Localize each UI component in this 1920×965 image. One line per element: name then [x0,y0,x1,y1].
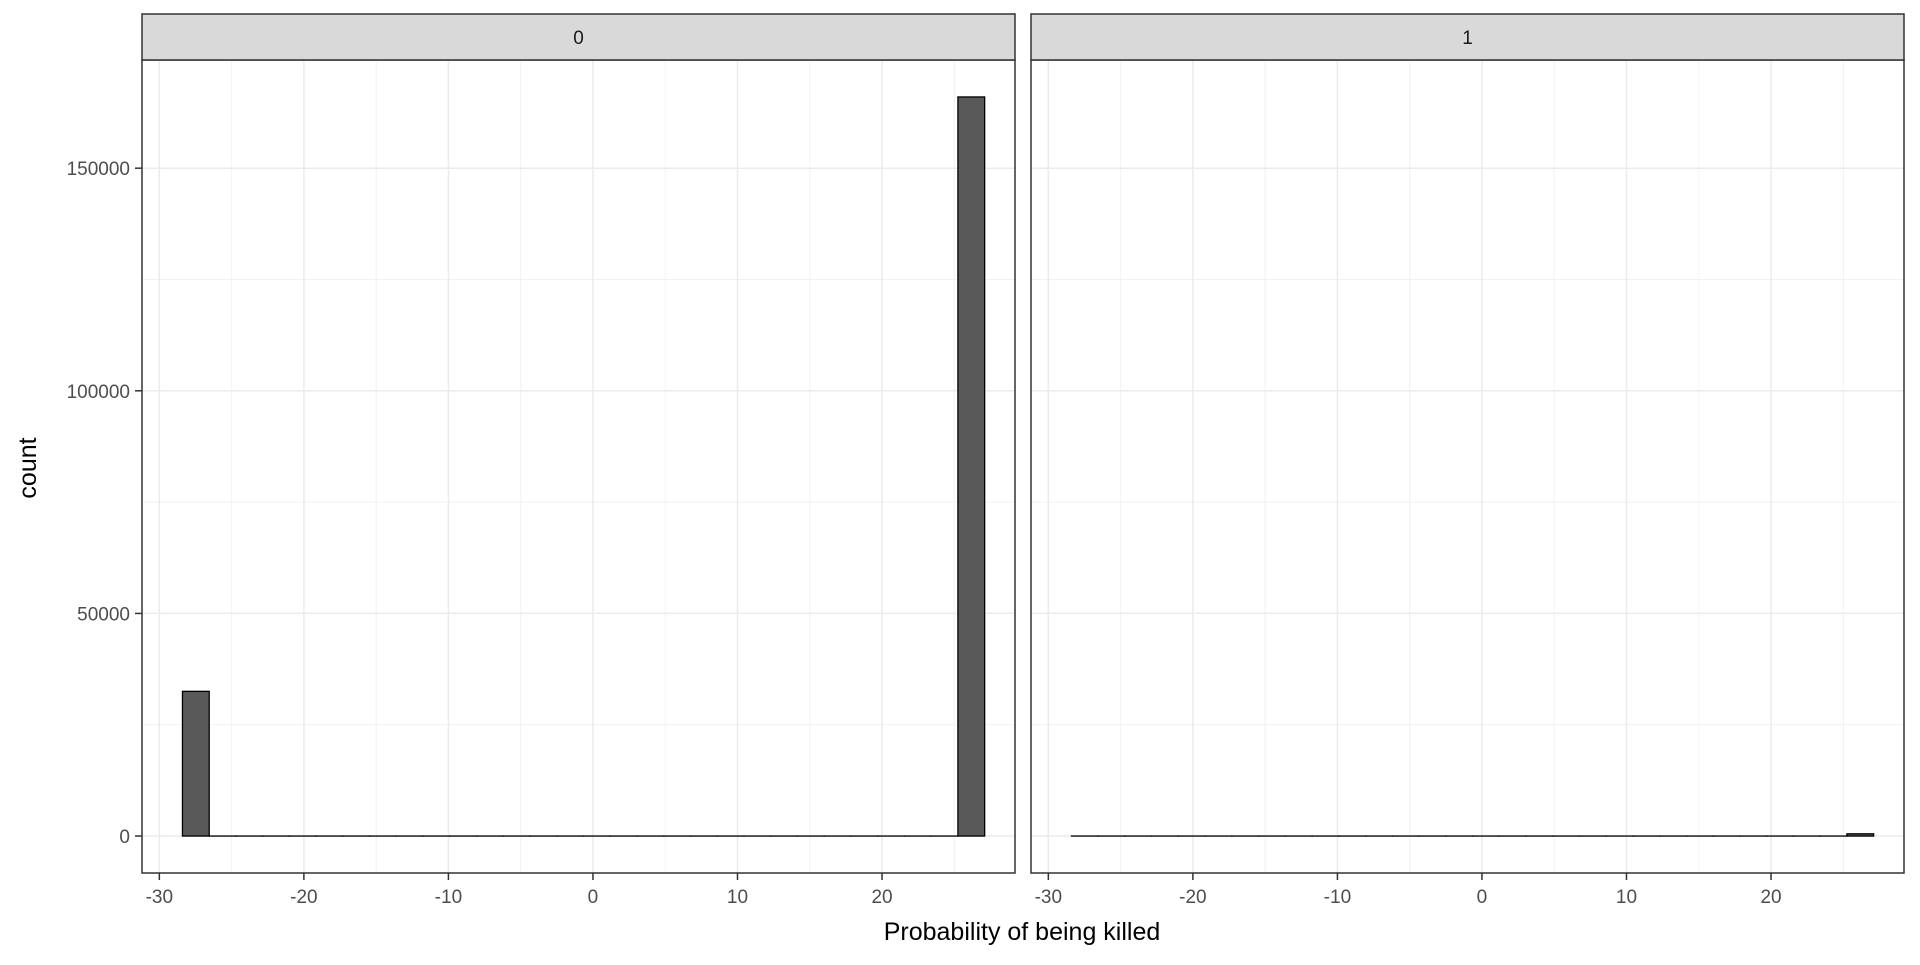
x-axis-title: Probability of being killed [884,918,1161,946]
y-tick-label: 0 [119,827,130,848]
x-tick-label: -10 [1324,887,1351,908]
x-tick-label: -30 [1035,887,1062,908]
x-tick-label: -30 [146,887,173,908]
histogram-bar [1847,834,1874,836]
x-tick-label: 0 [1477,887,1488,908]
y-tick-label: 150000 [67,159,130,180]
panel-background [1031,60,1904,873]
panel-background [142,60,1015,873]
y-tick-label: 100000 [67,382,130,403]
x-tick-label: 10 [1616,887,1637,908]
y-tick-label: 50000 [77,604,130,625]
y-axis: 0 50000 100000 150000 [67,159,142,848]
x-tick-label: -20 [290,887,317,908]
panels-layer: 0 -30 -20 -10 0 10 20 1 -30 -20 -10 0 10 20 [142,14,1904,908]
facet-panel-1: 1 -30 -20 -10 0 10 20 [1031,14,1904,908]
y-axis-title: count [14,437,42,498]
x-tick-label: 10 [727,887,748,908]
x-tick-label: -20 [1179,887,1206,908]
facet-strip-label: 1 [1462,28,1473,49]
facet-panel-0: 0 -30 -20 -10 0 10 20 [142,14,1015,908]
histogram-bar [182,691,209,836]
x-tick-label: 20 [871,887,892,908]
x-tick-label: -10 [435,887,462,908]
histogram-bar [958,97,985,836]
facet-strip-label: 0 [573,28,584,49]
x-tick-label: 20 [1760,887,1781,908]
x-tick-label: 0 [588,887,599,908]
